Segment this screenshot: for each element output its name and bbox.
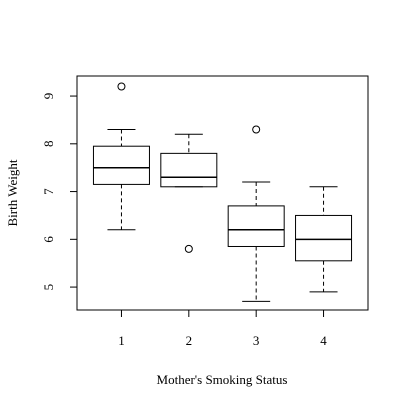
outlier (184, 244, 193, 253)
outlier (252, 125, 261, 134)
box (227, 205, 285, 247)
box (160, 152, 218, 188)
y-tick-label: 8 (41, 141, 56, 148)
x-tick-label: 1 (118, 333, 125, 348)
y-tick-label: 5 (41, 284, 56, 291)
outlier (117, 82, 126, 91)
y-tick-label: 6 (41, 236, 56, 243)
box (92, 145, 150, 185)
y-tick-label: 7 (41, 188, 56, 195)
x-axis-label: Mother's Smoking Status (157, 372, 288, 387)
y-axis-label: Birth Weight (5, 159, 20, 226)
x-tick-label: 3 (253, 333, 260, 348)
x-tick-label: 2 (186, 333, 193, 348)
x-tick-label: 4 (320, 333, 327, 348)
plot-frame (76, 75, 369, 311)
box (295, 214, 353, 262)
y-tick-label: 9 (41, 93, 56, 100)
